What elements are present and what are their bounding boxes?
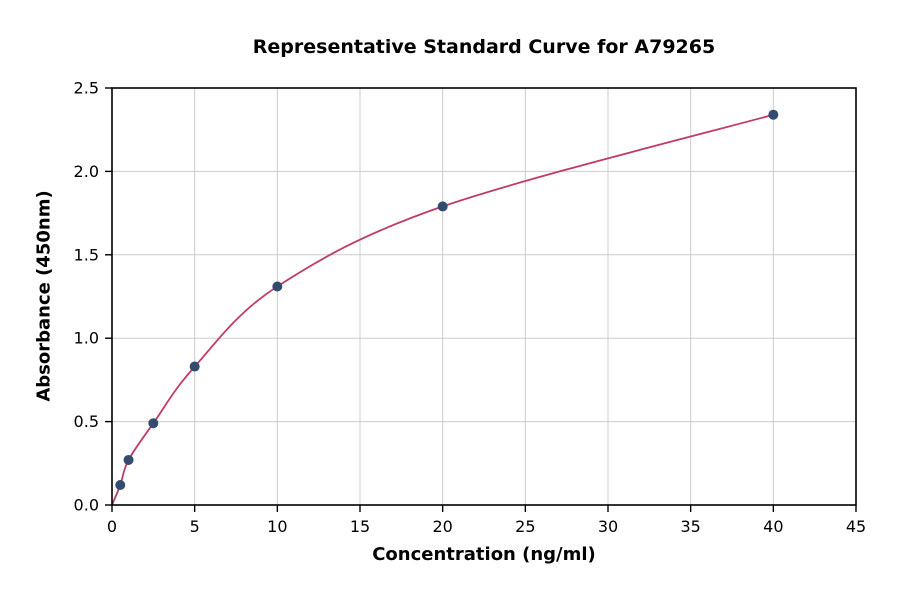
svg-text:40: 40: [763, 517, 783, 536]
svg-text:1.0: 1.0: [74, 329, 99, 348]
svg-text:2.0: 2.0: [74, 162, 99, 181]
svg-text:0.5: 0.5: [74, 412, 99, 431]
svg-text:0.0: 0.0: [74, 496, 99, 515]
svg-text:30: 30: [598, 517, 618, 536]
svg-text:45: 45: [846, 517, 866, 536]
svg-text:25: 25: [515, 517, 535, 536]
svg-text:20: 20: [432, 517, 452, 536]
svg-text:10: 10: [267, 517, 287, 536]
svg-text:15: 15: [350, 517, 370, 536]
svg-text:0: 0: [107, 517, 117, 536]
svg-text:1.5: 1.5: [74, 245, 99, 264]
chart-title: Representative Standard Curve for A79265: [252, 36, 716, 58]
svg-text:5: 5: [190, 517, 200, 536]
svg-text:35: 35: [680, 517, 700, 536]
x-axis-label: Concentration (ng/ml): [372, 544, 596, 565]
svg-text:2.5: 2.5: [74, 79, 99, 98]
